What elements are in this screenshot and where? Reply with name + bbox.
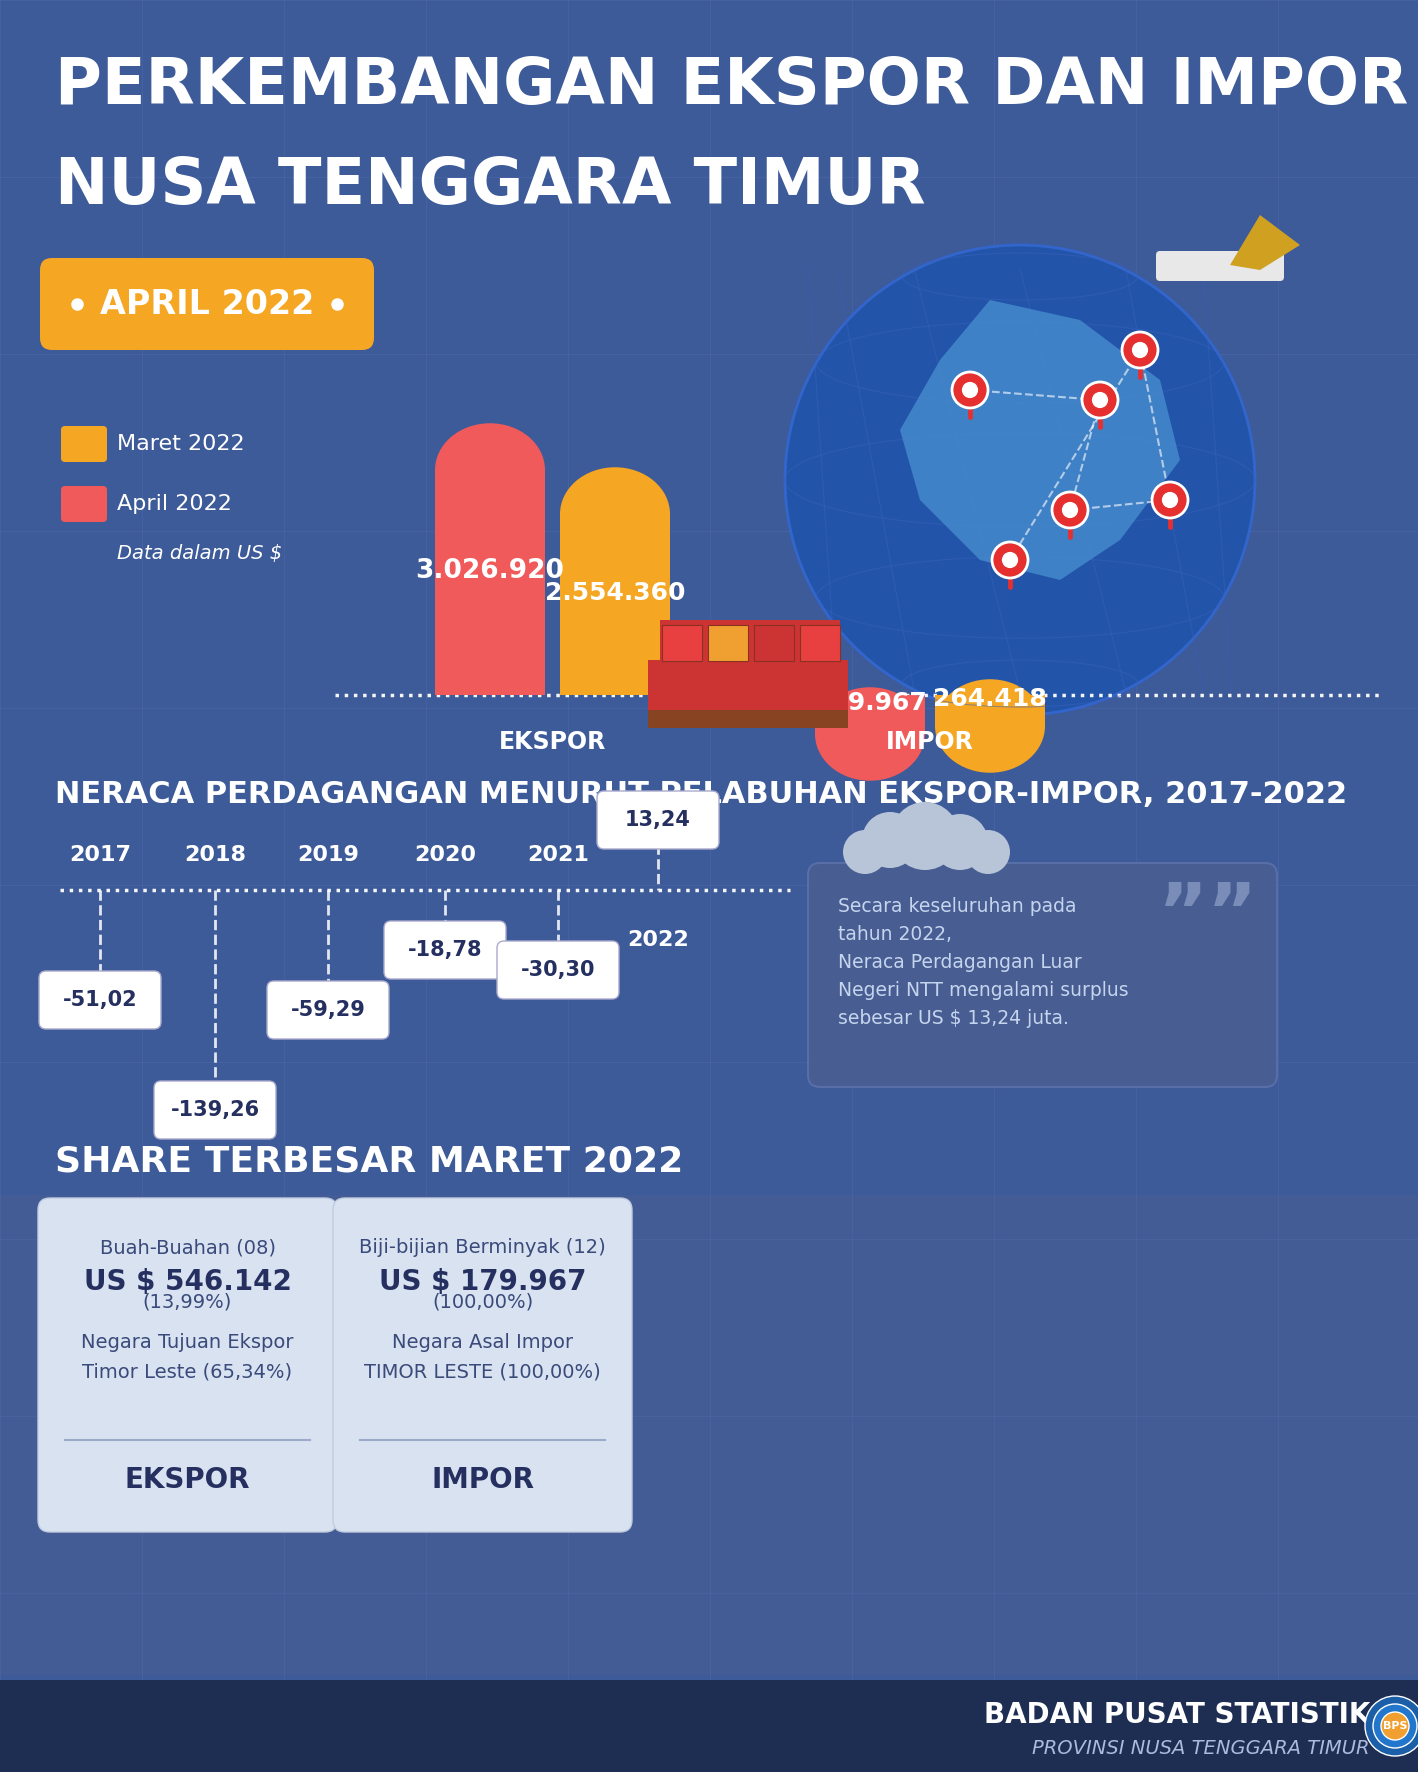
Circle shape bbox=[993, 542, 1028, 578]
Text: 179.967: 179.967 bbox=[813, 691, 927, 716]
Bar bbox=[659, 620, 839, 663]
FancyBboxPatch shape bbox=[61, 425, 106, 462]
Text: April 2022: April 2022 bbox=[118, 494, 233, 514]
FancyBboxPatch shape bbox=[40, 971, 162, 1030]
Bar bbox=[648, 711, 848, 728]
Circle shape bbox=[932, 813, 988, 870]
Circle shape bbox=[891, 803, 959, 870]
Text: 2022: 2022 bbox=[627, 930, 689, 950]
Circle shape bbox=[1122, 331, 1159, 369]
Text: -59,29: -59,29 bbox=[291, 999, 366, 1021]
Text: BADAN PUSAT STATISTIK: BADAN PUSAT STATISTIK bbox=[984, 1701, 1370, 1729]
Circle shape bbox=[966, 829, 1010, 874]
Text: 2019: 2019 bbox=[296, 845, 359, 865]
Text: 13,24: 13,24 bbox=[625, 810, 691, 829]
Text: (13,99%): (13,99%) bbox=[143, 1294, 233, 1311]
FancyBboxPatch shape bbox=[496, 941, 620, 999]
Circle shape bbox=[1373, 1705, 1417, 1747]
Circle shape bbox=[1092, 392, 1107, 408]
Circle shape bbox=[1366, 1696, 1418, 1756]
Bar bbox=[708, 626, 749, 661]
Bar bbox=[800, 626, 839, 661]
FancyBboxPatch shape bbox=[38, 1198, 337, 1533]
Text: US $ 546.142: US $ 546.142 bbox=[84, 1269, 292, 1295]
Polygon shape bbox=[1229, 214, 1300, 269]
Text: IMPOR: IMPOR bbox=[886, 730, 974, 755]
Circle shape bbox=[1052, 493, 1088, 528]
Bar bbox=[662, 626, 702, 661]
Text: (100,00%): (100,00%) bbox=[432, 1294, 533, 1311]
Ellipse shape bbox=[560, 468, 669, 560]
Text: EKSPOR: EKSPOR bbox=[125, 1465, 250, 1494]
Polygon shape bbox=[900, 299, 1180, 579]
FancyBboxPatch shape bbox=[267, 982, 389, 1038]
Circle shape bbox=[862, 812, 917, 868]
Text: 3.026.920: 3.026.920 bbox=[415, 558, 564, 585]
Circle shape bbox=[1132, 342, 1149, 358]
Bar bbox=[560, 514, 669, 695]
Circle shape bbox=[951, 372, 988, 408]
Text: Maret 2022: Maret 2022 bbox=[118, 434, 245, 454]
Circle shape bbox=[961, 383, 978, 399]
Text: 264.418: 264.418 bbox=[933, 688, 1046, 712]
Text: Secara keseluruhan pada
tahun 2022,
Neraca Perdagangan Luar
Negeri NTT mengalami: Secara keseluruhan pada tahun 2022, Nera… bbox=[838, 897, 1129, 1028]
FancyBboxPatch shape bbox=[1156, 252, 1285, 282]
Ellipse shape bbox=[934, 679, 1045, 773]
Text: 2020: 2020 bbox=[414, 845, 476, 865]
Circle shape bbox=[1161, 493, 1178, 509]
Bar bbox=[0, 1680, 1418, 1772]
Text: EKSPOR: EKSPOR bbox=[499, 730, 605, 755]
FancyBboxPatch shape bbox=[808, 863, 1278, 1086]
Text: PROVINSI NUSA TENGGARA TIMUR: PROVINSI NUSA TENGGARA TIMUR bbox=[1032, 1738, 1370, 1758]
Text: -30,30: -30,30 bbox=[520, 960, 596, 980]
Text: Buah-Buahan (08): Buah-Buahan (08) bbox=[99, 1239, 275, 1256]
Text: NUSA TENGGARA TIMUR: NUSA TENGGARA TIMUR bbox=[55, 154, 926, 216]
Text: 2018: 2018 bbox=[184, 845, 245, 865]
Text: ””: ”” bbox=[1157, 881, 1256, 953]
Text: IMPOR: IMPOR bbox=[431, 1465, 535, 1494]
Bar bbox=[0, 1194, 1418, 1675]
Text: SHARE TERBESAR MARET 2022: SHARE TERBESAR MARET 2022 bbox=[55, 1145, 683, 1178]
Text: 2.554.360: 2.554.360 bbox=[545, 581, 685, 606]
Text: Timor Leste (65,34%): Timor Leste (65,34%) bbox=[82, 1363, 292, 1382]
FancyBboxPatch shape bbox=[155, 1081, 277, 1139]
Text: APRIL 2022: APRIL 2022 bbox=[99, 287, 315, 321]
Bar bbox=[754, 626, 794, 661]
Text: -139,26: -139,26 bbox=[170, 1100, 259, 1120]
Text: TIMOR LESTE (100,00%): TIMOR LESTE (100,00%) bbox=[364, 1363, 601, 1382]
Bar bbox=[435, 470, 545, 695]
Text: -18,78: -18,78 bbox=[408, 939, 482, 960]
Text: NERACA PERDAGANGAN MENURUT PELABUHAN EKSPOR-IMPOR, 2017-2022: NERACA PERDAGANGAN MENURUT PELABUHAN EKS… bbox=[55, 780, 1347, 810]
Circle shape bbox=[842, 829, 888, 874]
Text: Biji-bijian Berminyak (12): Biji-bijian Berminyak (12) bbox=[359, 1239, 605, 1256]
FancyBboxPatch shape bbox=[333, 1198, 632, 1533]
Circle shape bbox=[1003, 551, 1018, 569]
Text: US $ 179.967: US $ 179.967 bbox=[379, 1269, 586, 1295]
Circle shape bbox=[1381, 1712, 1409, 1740]
Circle shape bbox=[786, 245, 1255, 714]
Circle shape bbox=[1082, 383, 1117, 418]
Circle shape bbox=[1062, 501, 1078, 517]
Text: Data dalam US $: Data dalam US $ bbox=[118, 544, 282, 562]
FancyBboxPatch shape bbox=[384, 921, 506, 978]
Text: PERKEMBANGAN EKSPOR DAN IMPOR: PERKEMBANGAN EKSPOR DAN IMPOR bbox=[55, 55, 1408, 117]
FancyBboxPatch shape bbox=[61, 486, 106, 523]
Text: -51,02: -51,02 bbox=[62, 991, 138, 1010]
Text: 2017: 2017 bbox=[69, 845, 130, 865]
FancyBboxPatch shape bbox=[40, 259, 374, 351]
Bar bbox=[648, 659, 848, 711]
Bar bbox=[815, 695, 925, 734]
Ellipse shape bbox=[815, 688, 925, 781]
FancyBboxPatch shape bbox=[597, 790, 719, 849]
Bar bbox=[934, 695, 1045, 727]
Ellipse shape bbox=[435, 424, 545, 517]
Circle shape bbox=[1151, 482, 1188, 517]
Text: Negara Tujuan Ekspor: Negara Tujuan Ekspor bbox=[81, 1333, 294, 1352]
Text: BPS: BPS bbox=[1383, 1721, 1407, 1731]
Text: 2021: 2021 bbox=[527, 845, 588, 865]
Text: Negara Asal Impor: Negara Asal Impor bbox=[391, 1333, 573, 1352]
